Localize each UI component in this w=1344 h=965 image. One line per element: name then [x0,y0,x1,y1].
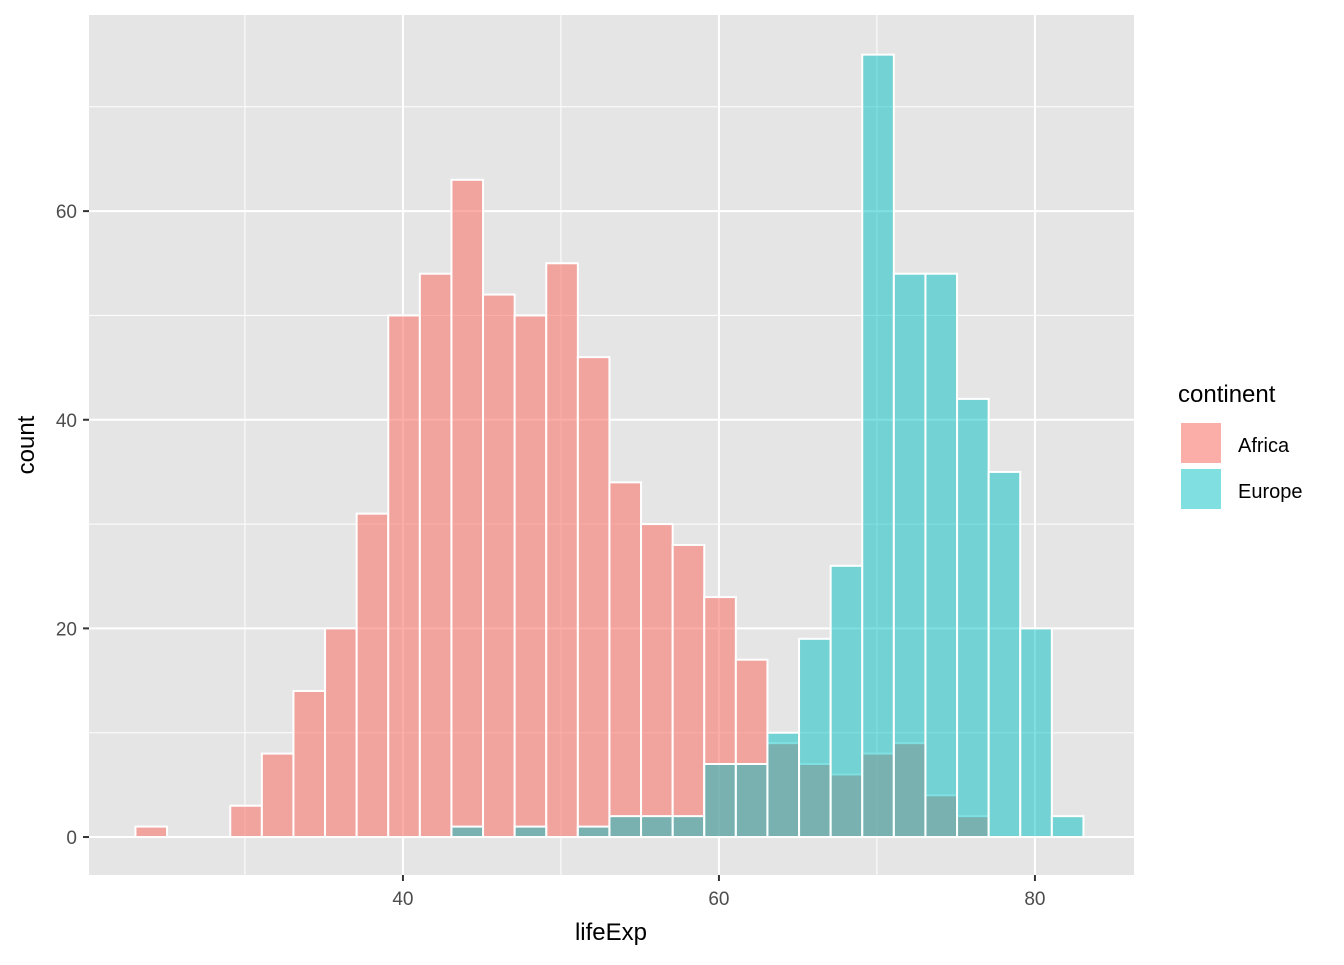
bar-africa [355,512,390,839]
bar-africa [608,481,643,839]
legend-title: continent [1178,381,1276,408]
bar-africa [545,262,579,839]
axes: 40 60 80 0 20 40 60 [56,202,1046,910]
y-axis-label: count [13,415,40,474]
bar-europe [513,825,548,839]
bar-europe [924,272,959,839]
bar-europe [956,397,990,839]
bar-africa [576,356,611,839]
bar-africa [450,178,485,839]
y-tick-label: 0 [66,828,77,849]
bar-europe [450,825,485,839]
bar-europe [671,815,706,839]
x-tick-label: 80 [1024,889,1045,910]
legend: continent Africa Europe [1178,381,1303,511]
bar-europe [576,825,611,839]
legend-label-africa: Africa [1238,435,1290,457]
bar-europe [703,763,737,839]
x-tick-label: 40 [392,889,413,910]
bar-europe [1019,627,1053,839]
bar-africa [229,804,263,839]
x-axis-label: lifeExp [575,919,647,946]
bar-europe [798,637,832,839]
bar-africa [482,293,516,839]
legend-label-europe: Europe [1238,481,1303,503]
y-tick-label: 20 [56,619,77,640]
bar-europe [861,53,895,839]
bar-africa [418,272,453,839]
y-tick-label: 40 [56,411,77,432]
bars [134,53,1085,839]
x-tick-label: 60 [708,889,729,910]
bar-europe [829,564,864,839]
bar-europe [1050,815,1085,839]
bar-africa [260,752,295,839]
bar-europe [766,731,801,839]
bar-europe [640,815,674,839]
legend-key-europe [1179,467,1223,511]
bar-africa [640,523,674,839]
bar-africa [134,825,169,839]
bar-europe [892,272,927,839]
bar-africa [513,314,548,839]
bar-europe [734,763,769,839]
bar-africa [671,543,706,839]
legend-key-africa [1179,421,1223,465]
bar-africa [324,627,358,839]
bar-europe [987,470,1022,839]
bar-europe [608,815,643,839]
bar-africa [292,689,327,839]
bar-africa [387,314,421,839]
y-tick-label: 60 [56,202,77,223]
